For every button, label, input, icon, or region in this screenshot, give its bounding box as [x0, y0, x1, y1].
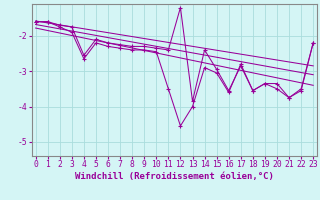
X-axis label: Windchill (Refroidissement éolien,°C): Windchill (Refroidissement éolien,°C): [75, 172, 274, 181]
